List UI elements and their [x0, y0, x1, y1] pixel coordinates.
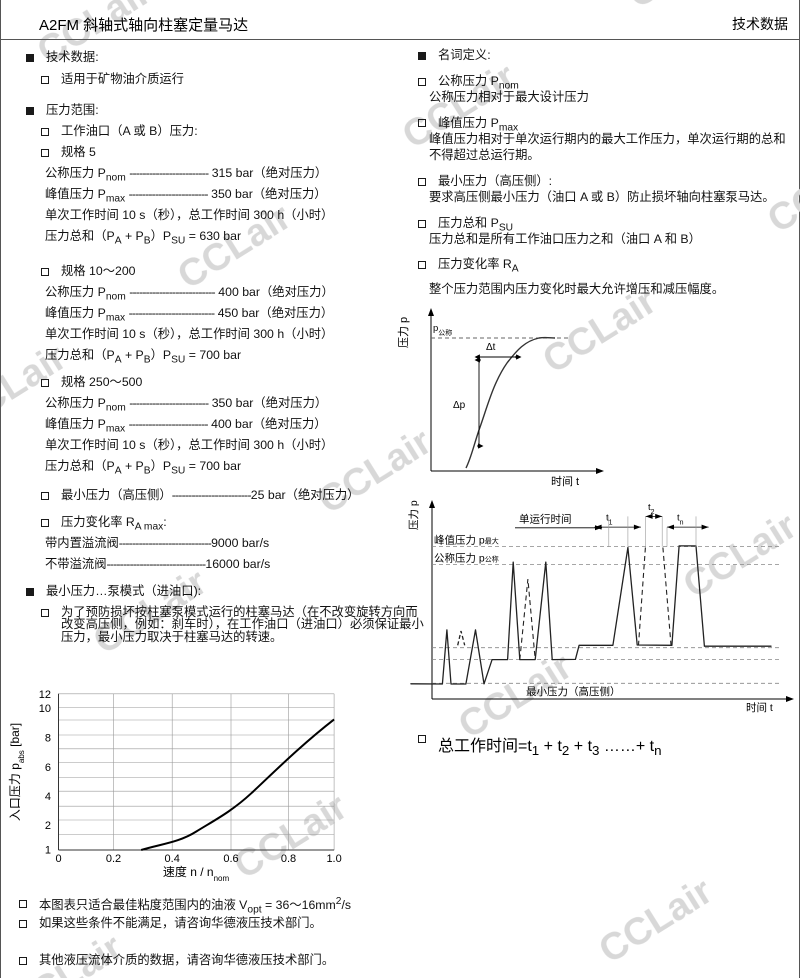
svg-text:压力 p: 压力 p — [397, 317, 410, 348]
svg-text:8: 8 — [45, 733, 51, 745]
svg-text:最小压力（高压侧）: 最小压力（高压侧） — [526, 685, 621, 698]
svg-text:单运行时间: 单运行时间 — [519, 513, 572, 526]
svg-text:0: 0 — [55, 853, 61, 865]
svg-text:时间 t: 时间 t — [551, 475, 579, 488]
svg-text:压力 p: 压力 p — [407, 500, 420, 530]
svg-text:入口压力 pabs [bar]: 入口压力 pabs [bar] — [8, 723, 26, 821]
svg-text:10: 10 — [39, 703, 51, 715]
svg-text:峰值压力 p最大: 峰值压力 p最大 — [434, 534, 499, 547]
svg-text:t2: t2 — [648, 502, 655, 516]
svg-text:6: 6 — [45, 762, 51, 774]
svg-text:公称压力 p公称: 公称压力 p公称 — [434, 552, 499, 565]
svg-text:0.6: 0.6 — [223, 853, 238, 865]
svg-text:12: 12 — [39, 689, 51, 701]
svg-text:4: 4 — [45, 791, 51, 803]
svg-text:0.8: 0.8 — [281, 853, 296, 865]
svg-text:t1: t1 — [606, 513, 613, 527]
svg-text:Δt: Δt — [486, 342, 496, 353]
svg-text:0.2: 0.2 — [106, 853, 121, 865]
svg-text:1.0: 1.0 — [326, 853, 341, 865]
svg-text:tn: tn — [677, 513, 684, 527]
svg-text:Δp: Δp — [453, 400, 466, 411]
svg-text:p公称: p公称 — [433, 323, 452, 337]
svg-text:2: 2 — [45, 820, 51, 832]
svg-text:0.4: 0.4 — [165, 853, 180, 865]
svg-text:时间 t: 时间 t — [746, 701, 773, 714]
svg-text:速度 n / nnom: 速度 n / nnom — [163, 864, 230, 883]
svg-text:1: 1 — [45, 845, 51, 857]
